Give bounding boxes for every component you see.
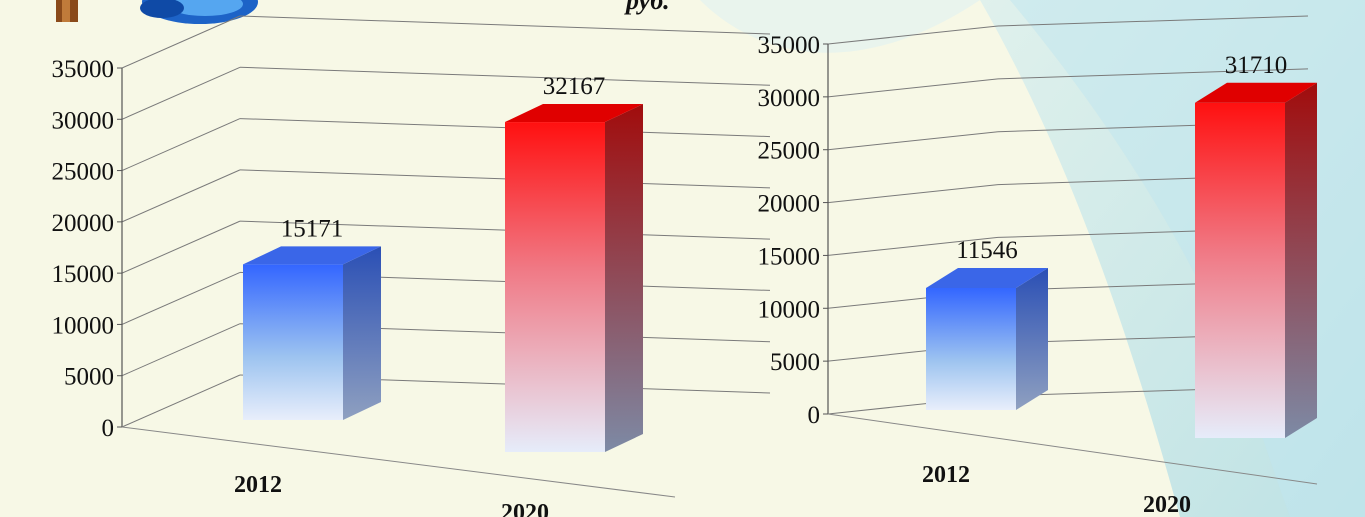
data-label: 31710 [1225, 52, 1288, 79]
x-category-label: 2012 [234, 472, 282, 498]
gridline-back [239, 15, 771, 35]
bar-2012 [243, 264, 343, 420]
y-tick-label: 0 [102, 415, 115, 442]
bar-top-2012 [926, 267, 1048, 288]
bar-side-2020 [605, 104, 643, 453]
gridline-side [121, 169, 241, 223]
y-tick-label: 15000 [758, 243, 821, 270]
bar-top-2020 [1195, 82, 1317, 103]
y-tick-label: 20000 [52, 210, 115, 237]
bar-side-2012 [343, 246, 381, 420]
gridline-side [827, 25, 999, 45]
y-tick-label: 10000 [758, 296, 821, 323]
bar-2020 [1195, 102, 1285, 438]
x-category-label: 2020 [1143, 492, 1191, 517]
gridline-side [121, 374, 241, 428]
bar-2020 [505, 122, 605, 453]
y-tick-label: 15000 [52, 261, 115, 288]
floor-edge [827, 413, 1318, 485]
data-label: 32167 [543, 73, 606, 100]
y-tick-label: 30000 [52, 107, 115, 134]
gridline-side [121, 323, 241, 377]
bar-top-2012 [243, 246, 381, 265]
y-tick-label: 5000 [64, 364, 114, 391]
y-tick-label: 25000 [52, 159, 115, 186]
gridline-side [121, 271, 241, 325]
gridline-side [121, 66, 241, 120]
y-tick-label: 0 [808, 402, 821, 429]
gridline-side [827, 131, 999, 151]
chart-right: 0 5000 10000 15000 20000 25000 30000 35000 11546… [758, 15, 1318, 517]
floor-edge [121, 426, 676, 498]
gridline-side [121, 118, 241, 172]
y-tick-label: 20000 [758, 191, 821, 218]
bar-2012 [926, 287, 1016, 410]
book-logo-icon [56, 0, 78, 22]
gridline-back [997, 15, 1309, 27]
logo [56, 0, 258, 24]
bar-top-2020 [505, 104, 643, 123]
y-tick-label: 25000 [758, 138, 821, 165]
gridline-side [121, 220, 241, 274]
y-tick-label: 5000 [770, 349, 820, 376]
gridline-side [827, 236, 999, 256]
gridline-back [239, 66, 771, 86]
gridline-side [827, 184, 999, 204]
x-category-label: 2020 [501, 500, 549, 517]
data-label: 15171 [281, 215, 344, 242]
chart-left: 0 5000 10000 15000 20000 25000 30000 35000 15171… [52, 15, 771, 517]
bar-side-2020 [1285, 82, 1317, 438]
gridline-side [827, 78, 999, 98]
x-category-label: 2012 [922, 462, 970, 488]
y-tick-label: 35000 [52, 56, 115, 83]
unit-label: руб. [626, 0, 670, 15]
y-tick-label: 10000 [52, 312, 115, 339]
gridline-back [997, 68, 1309, 80]
y-tick-label: 30000 [758, 85, 821, 112]
bar-side-2012 [1016, 267, 1048, 410]
data-label: 11546 [956, 237, 1018, 264]
gridline-side [121, 15, 241, 69]
y-tick-label: 35000 [758, 32, 821, 59]
blue-swoosh-logo-icon [140, 0, 258, 24]
